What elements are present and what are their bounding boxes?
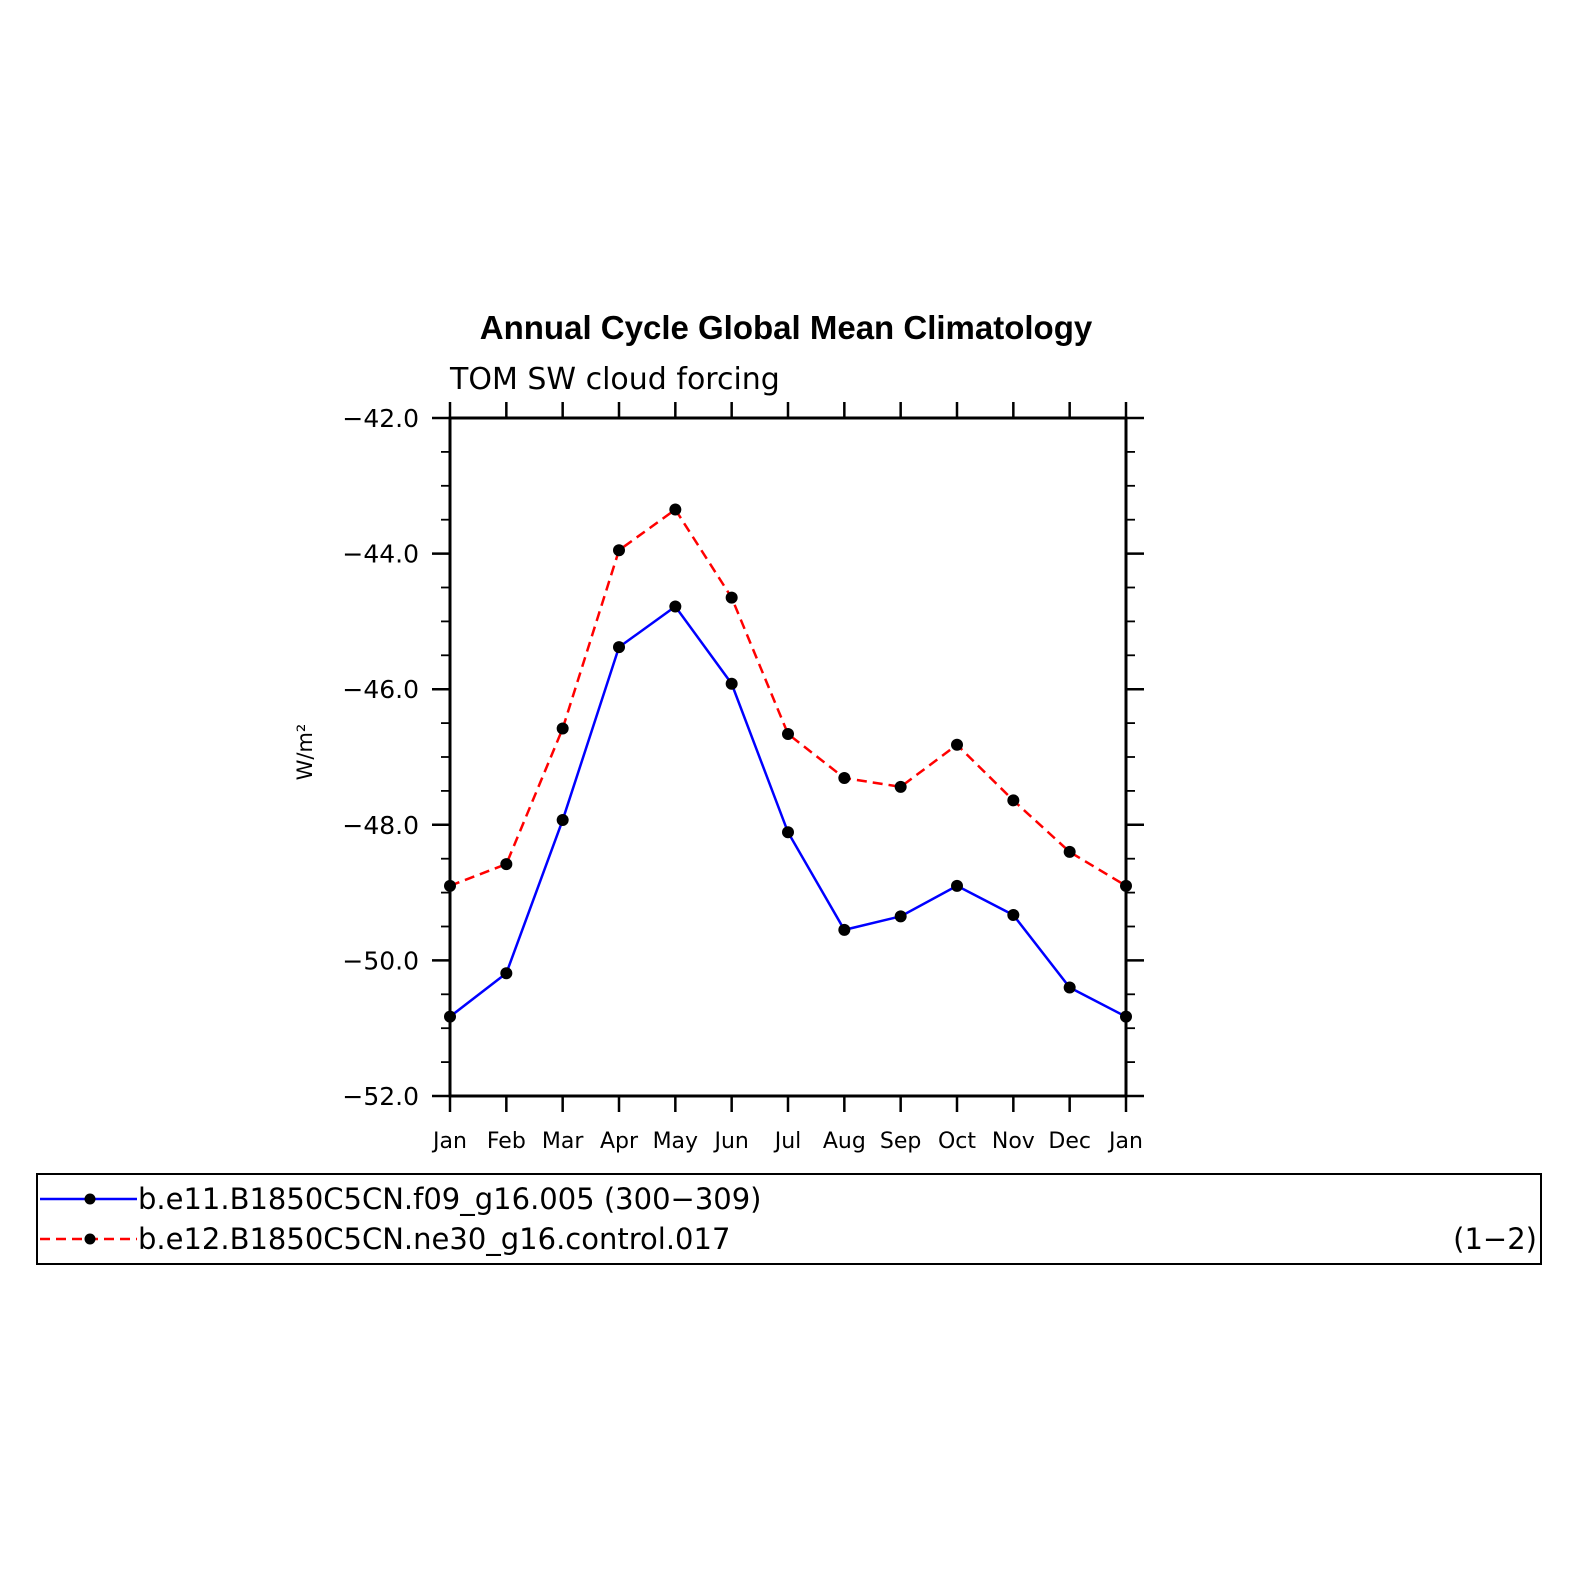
x-tick-labels: Jan Feb Mar Apr May Jun Jul Aug Sep Oct Nov Dec Jan bbox=[431, 1129, 1143, 1154]
legend-marker-1 bbox=[84, 1193, 96, 1205]
x-tick-label: Sep bbox=[880, 1129, 921, 1154]
axis-ticks bbox=[432, 402, 1144, 1112]
x-tick-label: Dec bbox=[1048, 1129, 1091, 1154]
series-2-point bbox=[556, 722, 569, 735]
series-layer bbox=[444, 503, 1132, 1023]
x-tick-label: May bbox=[653, 1129, 698, 1154]
y-tick-labels: −52.0 −50.0 −48.0 −46.0 −44.0 −42.0 bbox=[342, 404, 419, 1111]
series-2-point bbox=[1120, 879, 1132, 892]
series-2-point bbox=[1063, 845, 1076, 858]
series-1-point bbox=[669, 600, 682, 613]
y-tick-label: −46.0 bbox=[342, 675, 419, 704]
series-1-point bbox=[894, 910, 907, 923]
series-2-point bbox=[838, 772, 851, 785]
series-1-point bbox=[782, 826, 794, 839]
series-2-point bbox=[500, 858, 513, 871]
y-tick-label: −44.0 bbox=[342, 540, 419, 569]
y-tick-label: −50.0 bbox=[342, 946, 419, 975]
legend-entry-1: b.e11.B1850C5CN.f09_g16.005 (300−309) bbox=[138, 1182, 762, 1216]
y-tick-label: −48.0 bbox=[342, 811, 419, 840]
series-1-point bbox=[444, 1010, 456, 1023]
legend-marker-2 bbox=[84, 1233, 96, 1245]
series-2-point bbox=[613, 544, 625, 557]
x-tick-label: Apr bbox=[600, 1129, 639, 1154]
x-tick-label: Mar bbox=[542, 1129, 584, 1154]
series-1-point bbox=[500, 967, 513, 980]
legend-note: (1−2) bbox=[1453, 1222, 1537, 1256]
y-axis-label: W/m² bbox=[293, 724, 317, 781]
series-1-point bbox=[838, 923, 851, 936]
y-tick-label: −42.0 bbox=[342, 404, 419, 433]
x-tick-label: Oct bbox=[938, 1129, 976, 1154]
series-1-point bbox=[725, 677, 738, 690]
legend: b.e11.B1850C5CN.f09_g16.005 (300−309) b.… bbox=[40, 1182, 1537, 1256]
x-tick-label: Jul bbox=[773, 1129, 802, 1154]
y-tick-label: −52.0 bbox=[342, 1082, 419, 1111]
series-2-point bbox=[669, 503, 682, 516]
series-2-point bbox=[951, 738, 963, 751]
x-tick-label: Feb bbox=[487, 1129, 526, 1154]
series-2-point bbox=[782, 727, 794, 740]
chart-title: Annual Cycle Global Mean Climatology bbox=[480, 309, 1093, 346]
series-1-point bbox=[1120, 1010, 1132, 1023]
series-2-point bbox=[725, 591, 738, 604]
legend-entry-2: b.e12.B1850C5CN.ne30_g16.control.017 bbox=[138, 1222, 730, 1256]
chart-subtitle: TOM SW cloud forcing bbox=[449, 362, 780, 397]
x-tick-label: Aug bbox=[823, 1129, 866, 1154]
series-1-point bbox=[556, 814, 569, 827]
series-1-point bbox=[1007, 908, 1020, 921]
series-2-point bbox=[894, 780, 907, 793]
legend-box bbox=[36, 1173, 1542, 1265]
series-1-point bbox=[1063, 981, 1076, 994]
x-tick-label: Jan bbox=[431, 1129, 467, 1154]
x-tick-label: Jan bbox=[1107, 1129, 1143, 1154]
series-1-point bbox=[613, 641, 625, 654]
series-2-point bbox=[444, 879, 456, 892]
series-2-point bbox=[1007, 794, 1020, 807]
x-tick-label: Jun bbox=[712, 1129, 748, 1154]
series-1-point bbox=[951, 879, 963, 892]
x-tick-label: Nov bbox=[992, 1129, 1035, 1154]
